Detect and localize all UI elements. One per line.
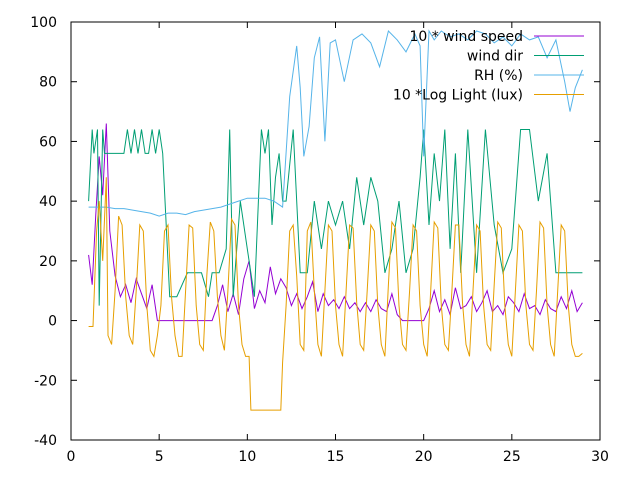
y-tick-label: -20 xyxy=(34,373,57,389)
x-tick-label: 25 xyxy=(503,449,521,465)
plot-lines xyxy=(88,29,583,411)
series-line-2 xyxy=(88,29,583,217)
x-tick-label: 10 xyxy=(238,449,256,465)
x-tick-label: 15 xyxy=(327,449,345,465)
y-tick-label: 100 xyxy=(30,15,57,31)
legend-label: 10 * wind speed xyxy=(409,29,523,45)
y-tick-label: 80 xyxy=(39,75,57,91)
y-tick-label: 20 xyxy=(39,254,57,270)
legend-label: RH (%) xyxy=(474,68,523,84)
series-line-3 xyxy=(88,177,583,411)
y-tick-label: 40 xyxy=(39,194,57,210)
plot-frame xyxy=(70,21,601,441)
legend-label: wind dir xyxy=(467,49,523,65)
y-tick-label: 0 xyxy=(48,314,57,330)
x-tick-label: 20 xyxy=(415,449,433,465)
series-line-1 xyxy=(88,129,583,306)
y-tick-label: -40 xyxy=(34,433,57,449)
x-tick-label: 0 xyxy=(67,449,76,465)
axes: 0 5 10 15 20 25 30 -40 -20 0 20 40 60 80 100 xyxy=(30,15,609,465)
x-tick-label: 30 xyxy=(591,449,609,465)
x-tick-label: 5 xyxy=(155,449,164,465)
legend: 10 * wind speed wind dir RH (%) 10 *Log Lig… xyxy=(393,29,584,104)
legend-label: 10 *Log Light (lux) xyxy=(393,88,523,104)
y-tick-label: 60 xyxy=(39,134,57,150)
